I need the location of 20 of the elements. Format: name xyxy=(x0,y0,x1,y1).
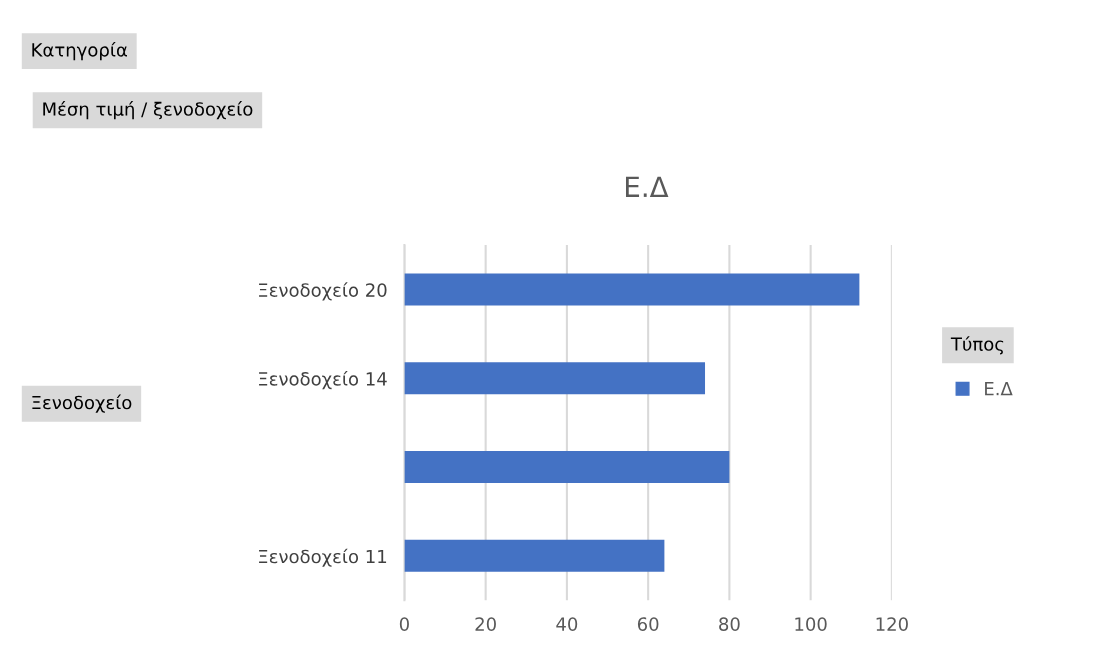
bar xyxy=(404,539,665,572)
x-tick-label: 100 xyxy=(795,617,827,631)
x-tick-label: 0 xyxy=(399,617,409,631)
y-tick-label: Ξενοδοχείο 11 xyxy=(259,548,387,567)
y-tick-label: Ξενοδοχείο 20 xyxy=(259,282,387,301)
chart-title: Ε.Δ xyxy=(626,176,669,197)
y-tick-label: Ξενοδοχείο 14 xyxy=(259,371,387,390)
x-tick-label: 80 xyxy=(719,617,740,631)
x-tick-label: 20 xyxy=(475,617,496,631)
text: Ξενοδοχείο xyxy=(32,394,132,413)
x-tick-label: 120 xyxy=(876,617,908,631)
x-tick-label: 60 xyxy=(637,617,659,631)
x-tick-label: 40 xyxy=(556,617,578,631)
legend-title: Τύπος xyxy=(950,336,1004,355)
legend-label: Ε.Δ xyxy=(985,382,1013,396)
bar xyxy=(404,273,860,306)
bar xyxy=(404,362,706,395)
text: Μέση τιμή / ξενοδοχείο xyxy=(43,101,253,120)
bar xyxy=(404,451,730,484)
text: Κατηγορία xyxy=(32,42,127,61)
